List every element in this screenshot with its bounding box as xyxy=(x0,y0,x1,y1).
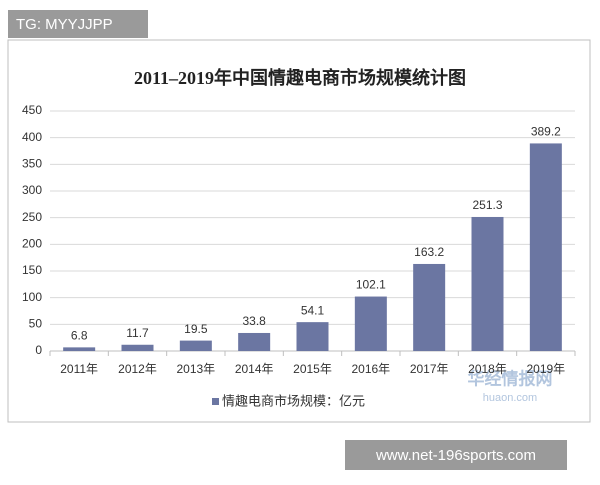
x-tick-label: 2011年 xyxy=(60,362,98,376)
x-tick-label: 2016年 xyxy=(351,362,390,376)
y-tick-label: 400 xyxy=(22,130,42,144)
data-label: 102.1 xyxy=(356,278,386,292)
x-tick-label: 2017年 xyxy=(410,362,449,376)
bar xyxy=(121,344,154,351)
watermark: huaon.com xyxy=(483,392,537,404)
x-tick-label: 2014年 xyxy=(235,362,274,376)
y-tick-label: 350 xyxy=(22,157,42,171)
y-tick-label: 250 xyxy=(22,210,42,224)
bar xyxy=(529,143,562,351)
x-tick-label: 2012年 xyxy=(118,362,157,376)
bar xyxy=(413,263,446,351)
footer-box xyxy=(345,440,567,470)
y-tick-label: 50 xyxy=(29,317,43,331)
x-tick-label: 2019年 xyxy=(526,362,565,376)
y-tick-label: 0 xyxy=(35,343,42,357)
data-label: 19.5 xyxy=(184,322,208,336)
bar xyxy=(179,340,212,351)
data-label: 11.7 xyxy=(126,326,149,340)
header-box xyxy=(8,10,148,38)
chart-title: 2011–2019年中国情趣电商市场规模统计图 xyxy=(134,67,466,88)
x-tick-label: 2013年 xyxy=(176,362,215,376)
data-label: 389.2 xyxy=(531,125,561,139)
bar xyxy=(354,296,387,351)
data-label: 163.2 xyxy=(414,245,444,259)
legend-label: 情趣电商市场规模：亿元 xyxy=(222,393,365,408)
data-label: 33.8 xyxy=(242,314,266,328)
x-tick-label: 2018年 xyxy=(468,362,507,376)
bar xyxy=(296,322,329,351)
data-label: 251.3 xyxy=(472,198,502,212)
y-tick-label: 150 xyxy=(22,263,42,277)
bar xyxy=(471,216,504,351)
bar xyxy=(238,332,271,351)
x-tick-label: 2015年 xyxy=(293,362,332,376)
legend-swatch xyxy=(212,398,219,405)
data-label: 6.8 xyxy=(71,329,88,343)
y-tick-label: 200 xyxy=(22,237,42,251)
bar xyxy=(63,347,96,351)
footer-label: www.net-196sports.com xyxy=(375,447,536,464)
y-tick-label: 450 xyxy=(22,103,42,117)
data-label: 54.1 xyxy=(301,303,325,317)
y-tick-label: 300 xyxy=(22,183,42,197)
y-tick-label: 100 xyxy=(22,290,42,304)
header-label: TG: MYYJJPP xyxy=(16,16,113,33)
watermark: 华经情报网 xyxy=(468,368,553,388)
